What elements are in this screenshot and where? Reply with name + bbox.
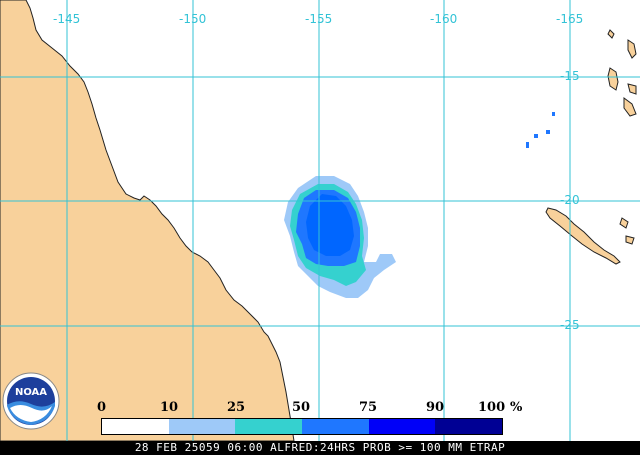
lon-label: -150 <box>179 12 207 26</box>
lat-label: -20 <box>560 193 580 207</box>
loyalty-island <box>619 217 629 229</box>
legend-swatch <box>302 419 369 434</box>
lat-label: -15 <box>560 69 580 83</box>
lon-label: -160 <box>430 12 458 26</box>
legend-tick: 0 <box>97 400 107 415</box>
lon-label: -165 <box>556 12 584 26</box>
prob-75-90 <box>306 194 354 256</box>
legend-tick: 100 <box>478 400 506 415</box>
legend-tick: 90 <box>426 400 445 415</box>
legend-tick: 50 <box>292 400 311 415</box>
legend-tick: 25 <box>227 400 246 415</box>
legend-unit: % <box>510 400 523 415</box>
legend-swatch <box>435 419 503 434</box>
vanuatu-island <box>627 83 637 95</box>
graticule <box>0 0 640 441</box>
vanuatu-island <box>607 67 619 91</box>
loyalty-island <box>607 29 615 39</box>
legend-tick: 75 <box>359 400 378 415</box>
lon-label: -155 <box>305 12 333 26</box>
australia-landmass <box>0 0 295 442</box>
vanuatu-island <box>623 97 637 117</box>
legend-swatch <box>368 419 436 434</box>
legend-tick: 10 <box>160 400 179 415</box>
legend-color-bar <box>101 418 503 435</box>
vanuatu-island <box>627 39 637 59</box>
lon-label: -145 <box>53 12 81 26</box>
lat-label: -25 <box>560 318 580 332</box>
svg-text:NOAA: NOAA <box>15 387 47 398</box>
legend-swatch <box>168 419 236 434</box>
new-caledonia-island <box>545 207 621 265</box>
probability-field <box>284 176 396 298</box>
reef-islets <box>526 112 555 148</box>
legend-swatch <box>102 419 169 434</box>
legend-swatch <box>235 419 303 434</box>
loyalty-island <box>625 235 635 245</box>
footer-caption: 28 FEB 25059 06:00 ALFRED:24HRS PROB >= … <box>0 441 640 455</box>
noaa-logo: NOAA <box>2 372 60 430</box>
